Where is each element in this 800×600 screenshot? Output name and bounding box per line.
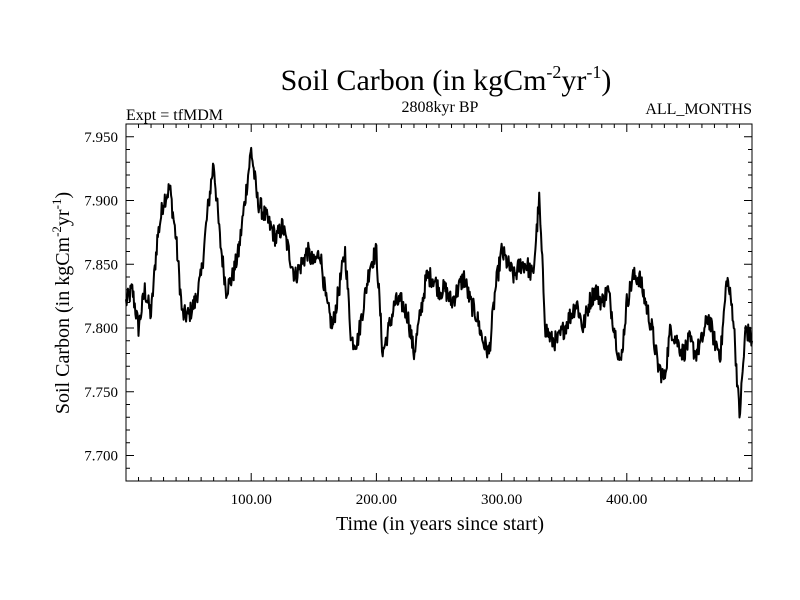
months-label: ALL_MONTHS — [645, 101, 752, 118]
x-tick-label: 400.00 — [606, 492, 647, 508]
x-tick-label: 200.00 — [356, 492, 397, 508]
x-tick-label: 300.00 — [481, 492, 522, 508]
y-axis-title: Soil Carbon (in kgCm-2yr-1) — [49, 192, 74, 414]
series-line-soil-carbon — [125, 146, 753, 419]
y-tick-label: 7.850 — [84, 257, 118, 273]
y-tick-label: 7.700 — [84, 449, 118, 465]
x-axis: 100.00 200.00 300.00 400.00 — [138, 124, 740, 508]
y-tick-label: 7.900 — [84, 194, 118, 210]
x-axis-title: Time (in years since start) — [336, 513, 544, 535]
chart-title: Soil Carbon (in kgCm-2yr-1) — [281, 62, 612, 97]
y-tick-label: 7.750 — [84, 385, 118, 401]
experiment-label: Expt = tfMDM — [126, 107, 223, 124]
y-axis: 7.700 7.750 7.800 7.850 7.900 7.950 — [84, 123, 752, 469]
y-tick-label: 7.800 — [84, 321, 118, 337]
period-label: 2808kyr BP — [402, 99, 479, 116]
plot-frame — [125, 123, 753, 482]
x-tick-label: 100.00 — [231, 492, 272, 508]
y-tick-label: 7.950 — [84, 130, 118, 146]
